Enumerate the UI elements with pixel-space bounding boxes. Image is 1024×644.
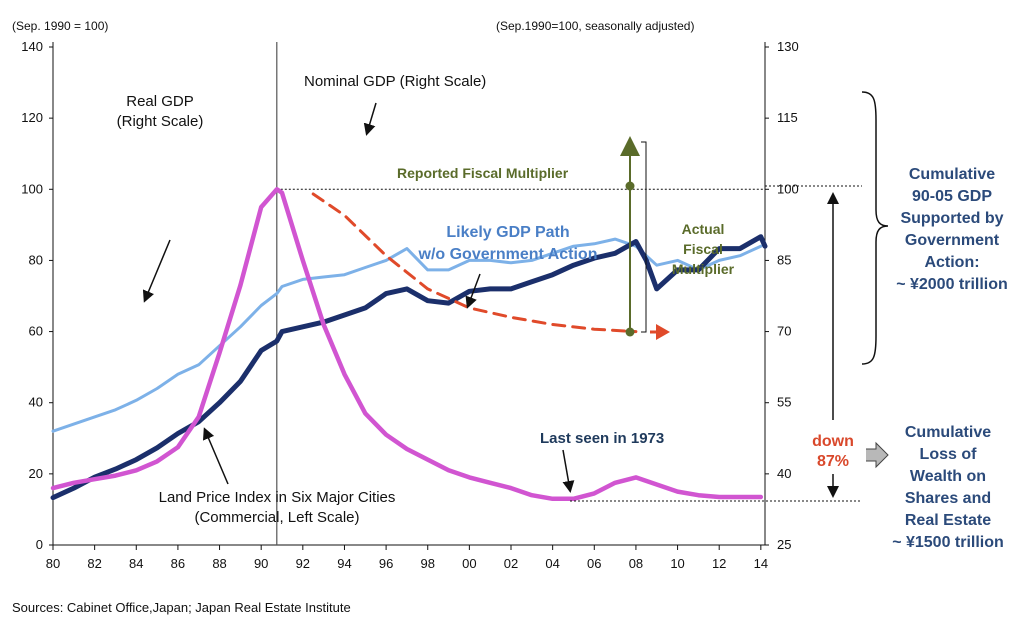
land-price-line2: (Commercial, Left Scale) [194,509,360,526]
x-tick-label: 92 [296,556,310,571]
down-87-line2: 87% [816,453,850,470]
cumulative-gdp-line1: Cumulative [908,166,996,183]
arrow-real-gdp [142,239,171,303]
annotation-graphics [142,91,889,502]
x-tick-label: 06 [587,556,601,571]
actual-multiplier-line2: Fiscal [683,241,723,257]
arrow-land-price [203,427,229,485]
cumulative-loss-line6: ~ ¥1500 trillion [892,534,1004,551]
x-tick-label: 84 [129,556,143,571]
down-87-label: down 87% [800,432,866,472]
left-tick-label: 0 [36,537,43,552]
right-tick-label: 70 [777,324,791,339]
cumulative-loss-line3: Wealth on [909,468,987,485]
left-tick-label: 140 [21,39,43,54]
cumulative-loss-line1: Cumulative [904,424,992,441]
x-tick-label: 82 [87,556,101,571]
right-axis-unit: (Sep.1990=100, seasonally adjusted) [496,19,695,33]
x-tick-label: 10 [670,556,684,571]
x-tick-label: 04 [545,556,559,571]
x-tick-label: 14 [754,556,768,571]
cumulative-gdp-line4: Government [904,232,1000,249]
arrow-nominal-gdp [363,102,377,136]
real-gdp-label-line1: Real GDP [126,93,194,110]
cumulative-loss-line5: Real Estate [904,512,992,529]
right-tick-label: 40 [777,466,791,481]
nominal-gdp-label: Nominal GDP (Right Scale) [304,73,487,90]
land-price-label: Land Price Index in Six Major Cities (Co… [127,488,427,528]
right-tick-label: 85 [777,252,791,267]
x-tick-label: 86 [171,556,185,571]
cumulative-loss-line2: Loss of [919,446,977,463]
x-axis-ticks: 80 82 84 86 88 90 92 94 96 98 00 02 04 06 08 10 12 14 [46,545,768,571]
actual-multiplier-line1: Actual [681,221,725,237]
x-tick-label: 12 [712,556,726,571]
actual-multiplier-line3: Multiplier [671,261,735,277]
curly-brace [861,91,889,365]
left-tick-label: 120 [21,110,43,125]
land-price-line1: Land Price Index in Six Major Cities [158,489,396,506]
right-tick-label: 115 [777,110,798,125]
x-tick-label: 00 [462,556,476,571]
down-87-line1: down [812,433,854,450]
real-gdp-label-line2: (Right Scale) [116,113,204,130]
cumulative-gdp-line6: ~ ¥2000 trillion [896,276,1008,293]
left-tick-label: 80 [29,252,43,267]
left-tick-label: 100 [21,181,43,196]
cumulative-gdp-label: Cumulative 90-05 GDP Supported by Govern… [884,164,1020,296]
likely-path-label: Likely GDP Path w/o Government Action [396,222,620,266]
red-arrowhead [656,324,670,340]
x-tick-label: 96 [379,556,393,571]
last-seen-label: Last seen in 1973 [540,430,665,447]
x-tick-label: 90 [254,556,268,571]
actual-multiplier-label: Actual Fiscal Multiplier [658,219,748,279]
x-tick-label: 02 [504,556,518,571]
series-line-0 [50,234,768,501]
right-tick-label: 130 [777,39,799,54]
multiplier-dot-top [625,181,635,191]
plot-frame [52,42,766,546]
x-tick-label: 80 [46,556,60,571]
actual-multiplier-bracket [641,141,647,333]
cumulative-gdp-line5: Action: [924,254,980,271]
x-tick-label: 94 [337,556,351,571]
x-tick-label: 88 [212,556,226,571]
arrow-likely-path [465,273,481,309]
right-tick-label: 25 [777,537,791,552]
right-axis-ticks: 25 40 55 70 85 100 115 130 [765,39,799,552]
left-tick-label: 40 [29,395,43,410]
multiplier-dot-bottom [625,327,635,337]
series-line-2 [50,187,764,502]
likely-path-line2: w/o Government Action [418,246,598,263]
series-line-3 [311,192,638,334]
cumulative-loss-line4: Shares and [904,490,992,507]
cumulative-gdp-line2: 90-05 GDP [911,188,993,205]
series-lines [50,187,768,502]
likely-path-line1: Likely GDP Path [446,224,570,241]
right-tick-label: 100 [777,181,799,196]
source-note: Sources: Cabinet Office,Japan; Japan Rea… [12,600,351,615]
left-tick-label: 20 [29,466,43,481]
reported-multiplier-label: Reported Fiscal Multiplier [397,165,569,181]
cumulative-loss-label: Cumulative Loss of Wealth on Shares and … [878,422,1018,554]
left-axis-unit: (Sep. 1990 = 100) [12,19,109,33]
x-tick-label: 98 [421,556,435,571]
arrow-last-seen [562,449,575,493]
cumulative-gdp-line3: Supported by [900,210,1004,227]
real-gdp-label: Real GDP (Right Scale) [112,92,208,132]
left-axis-ticks: 0 20 40 60 80 100 120 140 [21,39,53,552]
left-tick-label: 60 [29,324,43,339]
right-tick-label: 55 [777,395,791,410]
x-tick-label: 08 [629,556,643,571]
